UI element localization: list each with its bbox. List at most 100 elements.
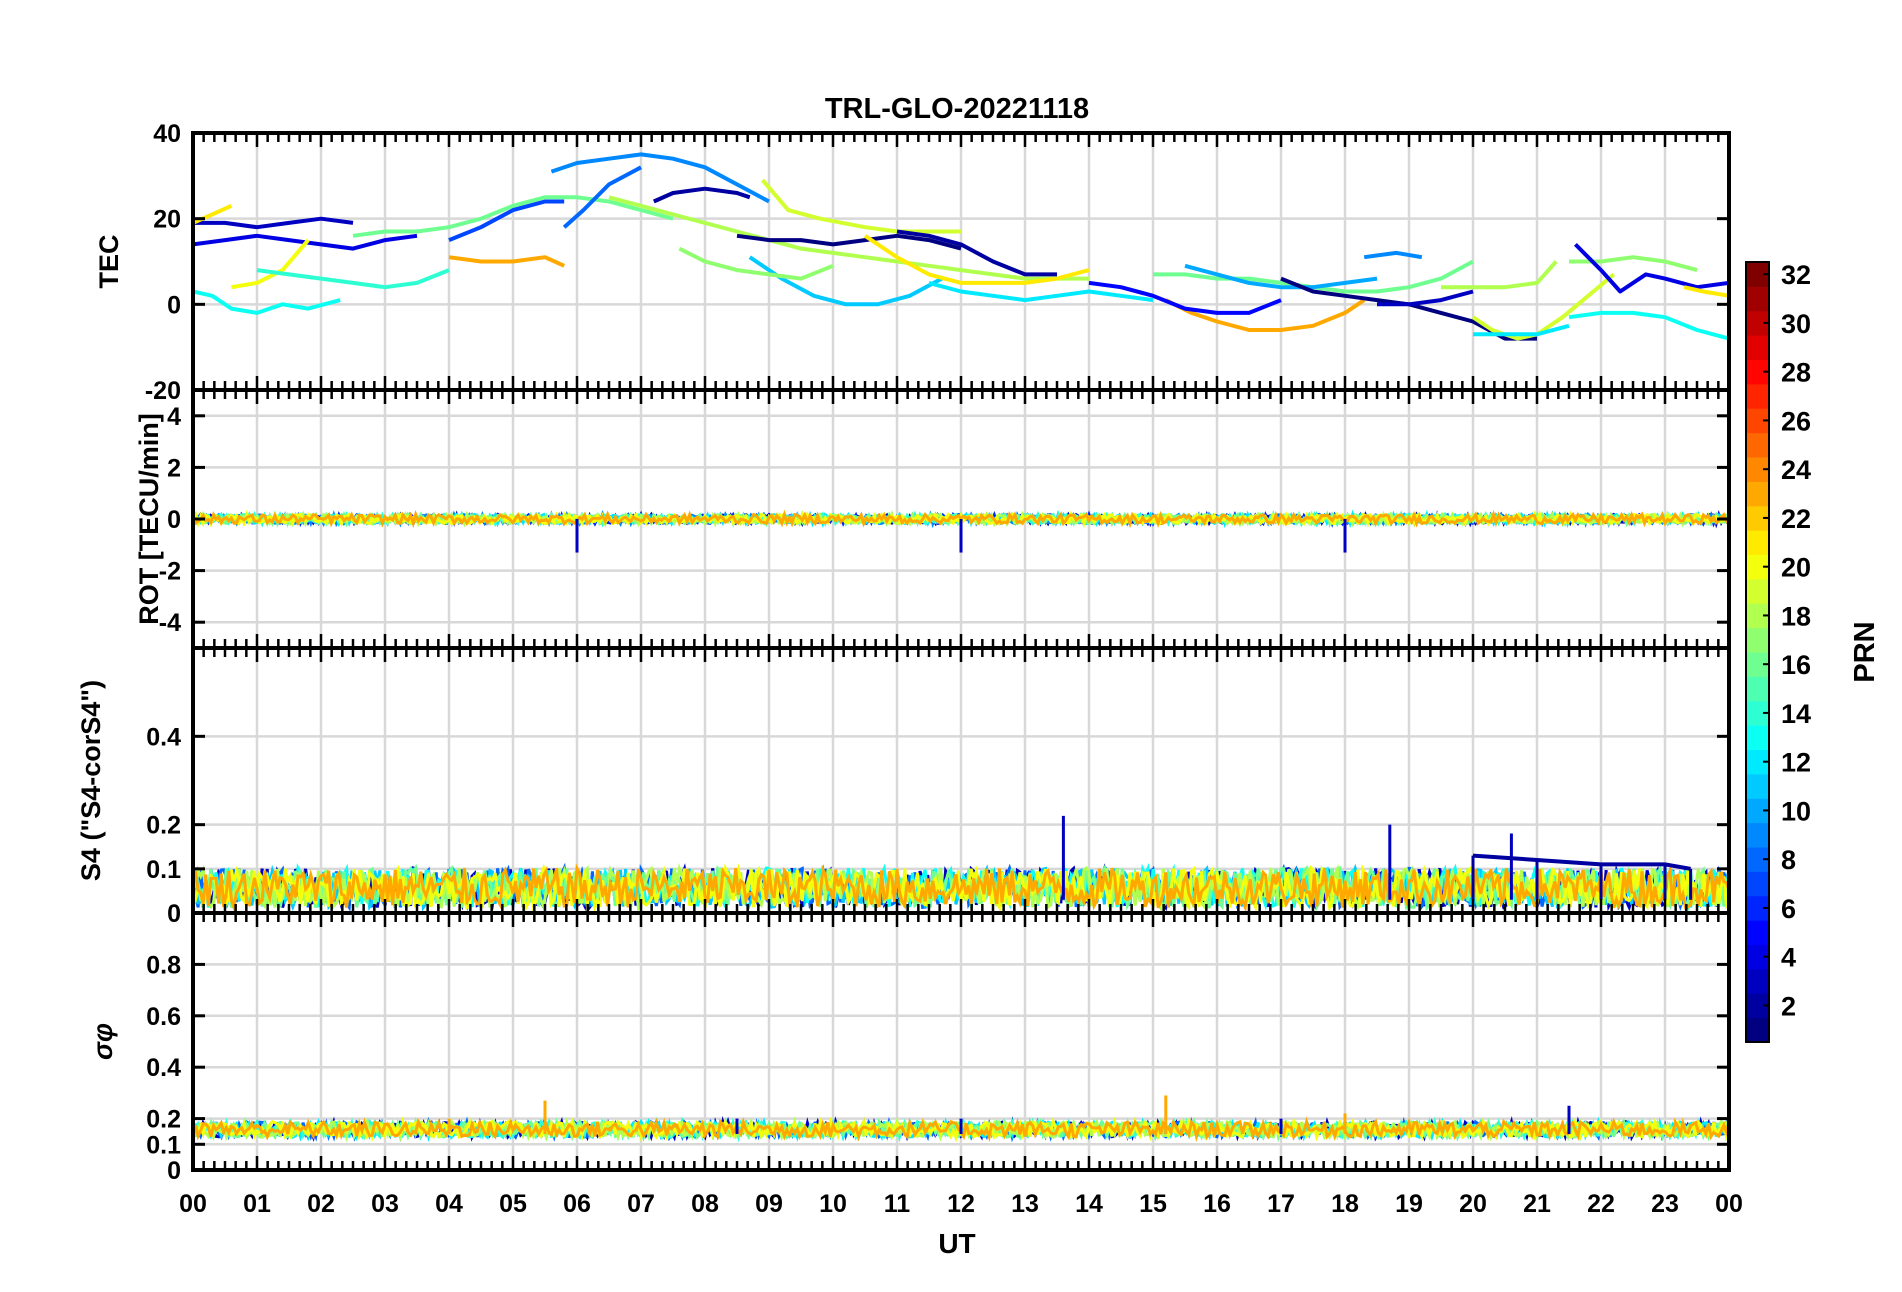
colorbar-swatch bbox=[1746, 822, 1769, 848]
series-prn-2 bbox=[652, 186, 751, 204]
data-series bbox=[193, 1095, 1729, 1143]
x-tick-label: 06 bbox=[563, 1190, 591, 1218]
colorbar-swatch bbox=[1746, 749, 1769, 775]
x-tick-label: 16 bbox=[1203, 1190, 1231, 1218]
x-tick-label: 14 bbox=[1075, 1190, 1103, 1218]
series-prn-18 bbox=[608, 195, 1089, 281]
colorbar-swatch bbox=[1746, 286, 1769, 312]
series-prn-9 bbox=[1363, 250, 1423, 260]
colorbar-swatch bbox=[1746, 944, 1769, 970]
colorbar-tick-label: 4 bbox=[1781, 943, 1796, 973]
colorbar-swatch bbox=[1746, 603, 1769, 629]
x-tick-label: 01 bbox=[243, 1190, 271, 1218]
y-tick-label: 0 bbox=[167, 291, 181, 319]
colorbar-tick-label: 18 bbox=[1781, 601, 1811, 631]
colorbar-tick-label: 22 bbox=[1781, 504, 1811, 534]
series-prn-12 bbox=[928, 280, 1154, 303]
y-tick-label: 0.1 bbox=[146, 856, 181, 884]
colorbar-swatch bbox=[1746, 847, 1769, 872]
colorbar-swatch bbox=[1746, 968, 1769, 994]
y-tick-label: -20 bbox=[145, 377, 181, 405]
x-tick-label: 15 bbox=[1139, 1190, 1167, 1218]
x-tick-label: 18 bbox=[1331, 1190, 1359, 1218]
colorbar-tick-label: 6 bbox=[1781, 894, 1796, 924]
series-prn-10 bbox=[1184, 263, 1378, 290]
series-prn-23 bbox=[193, 509, 1729, 529]
colorbar-tick-label: 32 bbox=[1781, 260, 1811, 290]
y-tick-label: 4 bbox=[167, 403, 181, 431]
y-tick-label: 40 bbox=[153, 120, 181, 148]
colorbar-swatch bbox=[1746, 578, 1769, 604]
x-tick-label: 13 bbox=[1011, 1190, 1039, 1218]
x-tick-label: 04 bbox=[435, 1190, 463, 1218]
x-tick-label: 17 bbox=[1267, 1190, 1295, 1218]
colorbar-tick-label: 2 bbox=[1781, 991, 1796, 1021]
colorbar-swatch bbox=[1746, 554, 1769, 580]
colorbar-swatch bbox=[1746, 627, 1769, 653]
series-prn-13 bbox=[193, 289, 341, 315]
colorbar-swatch bbox=[1746, 1017, 1769, 1043]
y-tick-label: 0.1 bbox=[146, 1131, 181, 1159]
x-tick-label: 02 bbox=[307, 1190, 335, 1218]
colorbar-tick-label: 10 bbox=[1781, 796, 1811, 826]
colorbar-tick-label: 20 bbox=[1781, 553, 1811, 583]
colorbar-swatch bbox=[1746, 700, 1769, 726]
y-tick-label: -4 bbox=[159, 609, 181, 637]
colorbar-swatch bbox=[1746, 335, 1769, 360]
x-tick-label: 21 bbox=[1523, 1190, 1551, 1218]
series-prn-19 bbox=[761, 178, 961, 234]
series-prn-21 bbox=[1683, 285, 1729, 298]
x-tick-label: 00 bbox=[179, 1190, 207, 1218]
y-tick-label: 0.6 bbox=[146, 1003, 181, 1031]
series-prn-20 bbox=[231, 238, 310, 290]
colorbar-swatch bbox=[1746, 530, 1769, 555]
y-tick-label: -2 bbox=[159, 558, 181, 586]
colorbar-tick-label: 30 bbox=[1781, 309, 1811, 339]
x-tick-label: 07 bbox=[627, 1190, 655, 1218]
y-tick-label: 0.8 bbox=[146, 951, 181, 979]
x-tick-label: 22 bbox=[1587, 1190, 1615, 1218]
series-prn-17 bbox=[678, 246, 834, 281]
colorbar-swatch bbox=[1746, 262, 1769, 287]
data-series bbox=[193, 509, 1729, 553]
series-prn-12 bbox=[1473, 323, 1570, 337]
series-prn-13 bbox=[1568, 310, 1729, 341]
y-axis-label: S4 ("S4-corS4") bbox=[76, 680, 106, 881]
colorbar-swatch bbox=[1746, 871, 1769, 897]
y-tick-label: 0.2 bbox=[146, 812, 181, 840]
y-tick-label: 0.2 bbox=[146, 1106, 181, 1134]
colorbar-swatch bbox=[1746, 652, 1769, 677]
y-tick-label: 0 bbox=[167, 1157, 181, 1185]
x-axis-label: UT bbox=[938, 1228, 975, 1259]
x-tick-label: 12 bbox=[947, 1190, 975, 1218]
colorbar-tick-label: 28 bbox=[1781, 358, 1811, 388]
x-tick-label: 00 bbox=[1715, 1190, 1743, 1218]
colorbar-swatch bbox=[1746, 920, 1769, 945]
x-tick-label: 11 bbox=[884, 1190, 911, 1218]
colorbar-tick-label: 14 bbox=[1781, 699, 1811, 729]
colorbar-swatch bbox=[1746, 432, 1769, 458]
colorbar-swatch bbox=[1746, 481, 1769, 507]
colorbar-tick-label: 8 bbox=[1781, 845, 1796, 875]
colorbar-swatch bbox=[1746, 676, 1769, 702]
series-prn-9 bbox=[550, 152, 770, 204]
panel-sigma_phi: 00.10.2 0.4 0.6 0.8 σφ bbox=[88, 911, 1731, 1185]
colorbar-swatch bbox=[1746, 773, 1769, 799]
y-tick-label: 0.4 bbox=[146, 723, 181, 751]
x-tick-label: 08 bbox=[691, 1190, 719, 1218]
series-prn-7 bbox=[448, 199, 565, 242]
colorbar-swatch bbox=[1746, 457, 1769, 482]
colorbar-tick-label: 12 bbox=[1781, 748, 1811, 778]
series-prn-11 bbox=[748, 255, 943, 307]
series-prn-3 bbox=[193, 216, 354, 230]
series-prn-4 bbox=[1573, 242, 1729, 294]
colorbar-swatch bbox=[1746, 725, 1769, 750]
y-axis-label: TEC bbox=[94, 235, 124, 289]
colorbar-swatch bbox=[1746, 310, 1769, 336]
colorbar-swatch bbox=[1746, 383, 1769, 409]
series-prn-14 bbox=[256, 268, 450, 290]
colorbar-tick-label: 26 bbox=[1781, 406, 1811, 436]
